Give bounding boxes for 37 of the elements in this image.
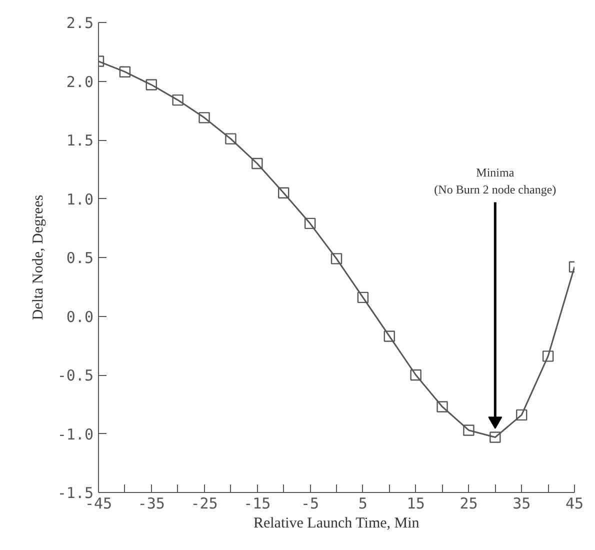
point	[516, 409, 528, 421]
y-tick-label: 2.5	[66, 14, 94, 32]
x-tick-label: 5	[358, 494, 368, 512]
x-tick-label: -5	[301, 494, 320, 512]
point	[490, 432, 501, 443]
y-tick-label: 0.5	[66, 249, 94, 267]
point	[330, 253, 342, 264]
point	[410, 369, 422, 381]
y-tick-label: -1.0	[57, 425, 94, 444]
point	[278, 187, 290, 198]
x-tick-label: -15	[244, 494, 271, 512]
x-tick-label: 25	[460, 494, 478, 512]
point	[384, 330, 395, 342]
point	[252, 158, 263, 170]
point	[146, 79, 157, 90]
x-axis-title: Relative Launch Time, Min	[253, 516, 420, 532]
x-tick-label: -35	[138, 494, 165, 512]
x-tick-label: 45	[565, 494, 584, 512]
y-tick-label: -0.5	[57, 366, 94, 384]
x-tick-label: 35	[512, 494, 531, 512]
y-tick-label: 0.0	[66, 308, 94, 326]
x-tick-label: -25	[190, 494, 218, 512]
y-tick-label: 1.5	[66, 132, 94, 150]
point	[119, 66, 131, 78]
point	[463, 424, 474, 436]
point	[357, 292, 369, 304]
x-tick-label: 15	[406, 494, 425, 512]
y-tick-label: 2.0	[66, 72, 94, 91]
point	[436, 401, 448, 412]
annotation: Minima (No Burn 2 node change)	[434, 165, 556, 196]
y-tick-label: 1.0	[66, 190, 94, 208]
y-axis-title: Delta Node, Degrees	[30, 194, 46, 320]
point	[304, 218, 316, 230]
point	[225, 133, 236, 144]
point	[542, 350, 554, 362]
point	[198, 112, 210, 124]
point	[172, 94, 184, 106]
